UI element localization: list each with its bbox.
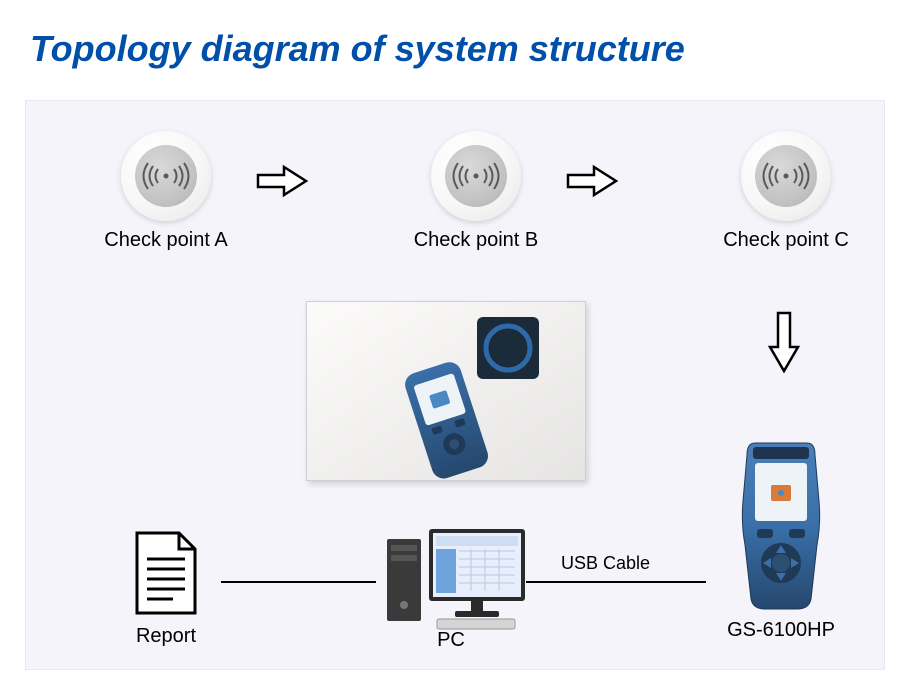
checkpoint-a-label: Check point A [96,229,236,252]
checkpoint-b-label: Check point B [406,229,546,252]
arrow-down-icon [766,311,802,365]
arrow-right-icon [566,163,620,199]
diagram-panel: Check point A [25,100,885,670]
pc-node: PC [376,521,526,652]
rfid-disc-icon [121,131,211,221]
checkpoint-c: Check point C [716,131,856,252]
connector-line [221,581,376,583]
arrow-right-icon [256,163,310,199]
device-label: GS-6100HP [716,619,846,642]
checkpoint-a: Check point A [96,131,236,252]
handheld-device-icon [737,441,825,611]
rfid-disc-icon [741,131,831,221]
device-node: GS-6100HP [716,441,846,642]
report-icon [131,531,201,617]
rfid-disc-icon [431,131,521,221]
usb-cable-label: USB Cable [561,553,650,574]
pc-label: PC [376,629,526,652]
checkpoint-b: Check point B [406,131,546,252]
demo-photo [306,301,586,481]
checkpoint-c-label: Check point C [716,229,856,252]
report-node: Report [116,531,216,648]
report-label: Report [116,625,216,648]
connector-line [526,581,706,583]
page-title: Topology diagram of system structure [0,0,910,70]
pc-icon [381,521,521,621]
